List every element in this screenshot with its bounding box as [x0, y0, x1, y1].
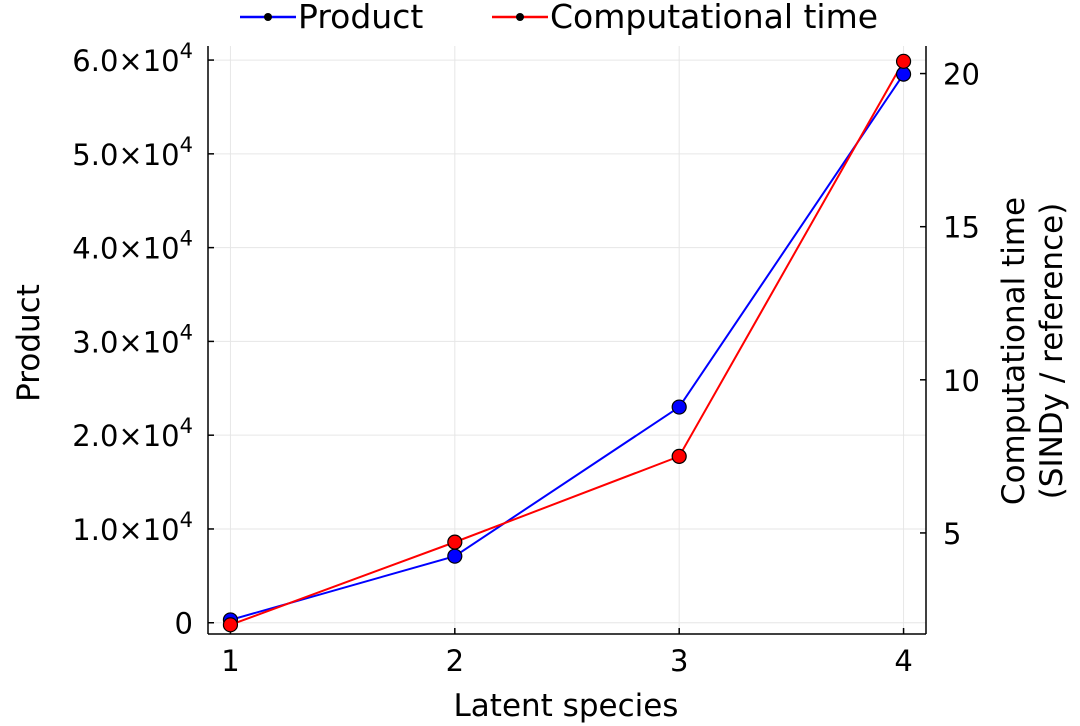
right-y-axis-title-line-2: (SINDy / reference) — [1034, 203, 1070, 500]
left-y-tick-label: 4.0×104 — [72, 227, 193, 266]
left-y-tick-label: 1.0×104 — [72, 508, 193, 547]
legend-label: Computational time — [550, 0, 878, 36]
data-point-series-2 — [671, 448, 687, 464]
series-lines — [230, 60, 905, 626]
right-y-tick-label: 15 — [943, 211, 980, 245]
left-y-tick-label: 5.0×104 — [72, 133, 193, 172]
x-tick-label: 3 — [670, 644, 688, 678]
data-point-series-1 — [447, 548, 463, 564]
tick-exponent: 4 — [180, 414, 193, 438]
tick-exponent: 4 — [180, 320, 193, 344]
left-y-tick-label: 2.0×104 — [72, 414, 193, 453]
data-point-series-2 — [895, 53, 912, 69]
left-y-tick-label: 0 — [175, 607, 193, 641]
right-y-tick-label: 10 — [943, 364, 980, 398]
x-tick-label: 2 — [446, 644, 464, 678]
data-point-series-1 — [895, 66, 912, 82]
legend: Product Computational time — [240, 0, 878, 36]
right-y-axis-title: Computational time (SINDy / reference) — [996, 197, 1070, 505]
left-y-axis-ticks: 0 1.0×104 2.0×104 3.0×104 4.0×104 5.0×104 6.0×… — [72, 39, 214, 641]
right-y-tick-label: 20 — [943, 58, 980, 92]
left-y-tick-label: 6.0×104 — [72, 39, 193, 78]
x-tick-label: 1 — [221, 644, 239, 678]
series-line-1 — [230, 73, 905, 621]
legend-label: Product — [298, 0, 423, 36]
grid — [208, 46, 926, 634]
x-axis-title: Latent species — [454, 688, 679, 724]
legend-marker — [264, 13, 272, 21]
data-point-series-2 — [447, 534, 463, 550]
legend-marker — [516, 13, 524, 21]
series-line-2 — [230, 60, 905, 626]
left-y-axis-title: Product — [11, 284, 47, 402]
right-y-tick-label: 5 — [943, 517, 961, 551]
x-axis-ticks: 1 2 3 4 — [221, 628, 913, 678]
axes — [207, 46, 927, 635]
series-points — [222, 53, 912, 633]
right-y-axis-title-line-1: Computational time — [996, 197, 1032, 505]
left-y-tick-label: 3.0×104 — [72, 320, 193, 359]
tick-exponent: 4 — [180, 227, 193, 251]
tick-exponent: 4 — [180, 508, 193, 532]
x-tick-label: 4 — [894, 644, 912, 678]
right-y-axis-ticks: 5 10 15 20 — [920, 58, 980, 551]
data-point-series-1 — [671, 399, 687, 415]
tick-exponent: 4 — [180, 39, 193, 63]
tick-exponent: 4 — [180, 133, 193, 157]
data-point-series-2 — [222, 617, 239, 633]
